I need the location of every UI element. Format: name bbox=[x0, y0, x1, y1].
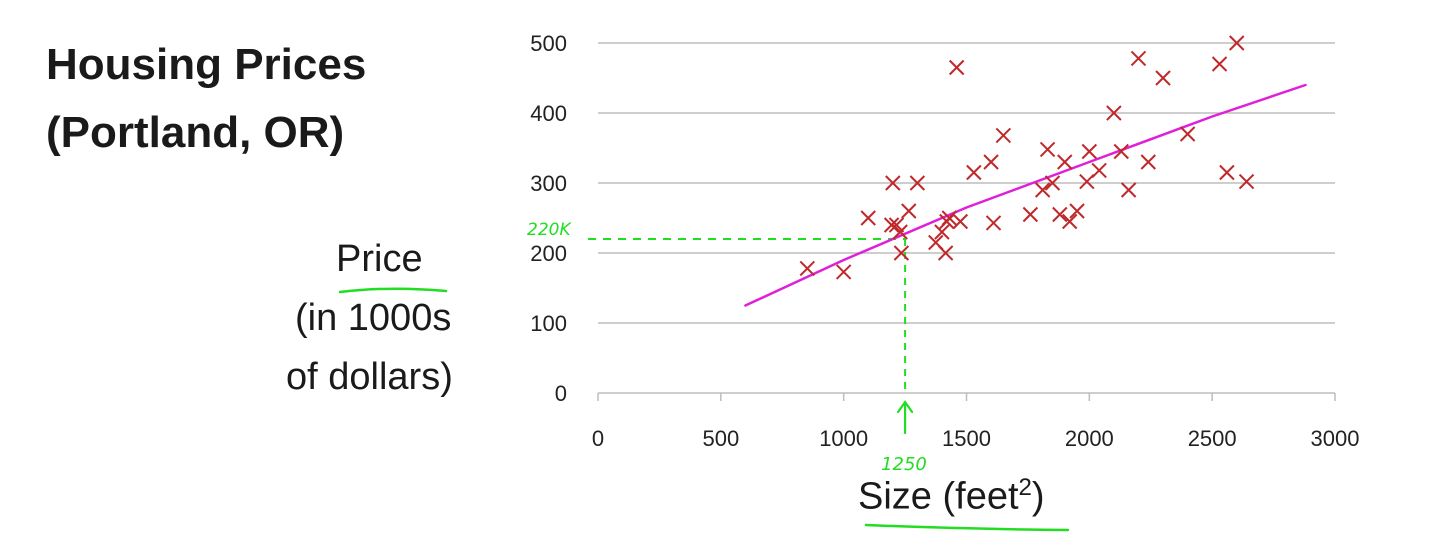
data-point bbox=[941, 210, 958, 226]
data-point bbox=[799, 260, 816, 277]
data-point bbox=[835, 264, 852, 280]
data-point bbox=[1069, 203, 1085, 219]
size-annotation-label: 1250 bbox=[881, 454, 927, 475]
chart-title-line1: Housing Prices bbox=[46, 40, 367, 89]
data-point bbox=[892, 224, 908, 240]
price-underline bbox=[338, 287, 448, 294]
data-point bbox=[934, 224, 950, 240]
data-point bbox=[1113, 143, 1129, 160]
y-axis-label-line2: (in 1000s bbox=[295, 297, 452, 339]
price-annotation-label: 220K bbox=[527, 220, 572, 240]
data-point bbox=[909, 175, 926, 191]
data-point bbox=[901, 203, 917, 219]
y-tick-label: 300 bbox=[530, 171, 567, 196]
data-point bbox=[1106, 105, 1122, 121]
x-axis-label-superscript: 2 bbox=[1018, 474, 1032, 501]
data-point bbox=[948, 59, 965, 76]
data-point bbox=[1219, 164, 1235, 181]
chart-title-line2: (Portland, OR) bbox=[46, 108, 345, 157]
data-point bbox=[1044, 175, 1061, 191]
data-point bbox=[1229, 35, 1245, 51]
data-point bbox=[893, 245, 910, 261]
y-tick-label: 100 bbox=[530, 311, 567, 336]
y-tick-label: 0 bbox=[555, 381, 567, 406]
x-tick-label: 500 bbox=[702, 426, 739, 451]
data-point bbox=[983, 154, 999, 170]
data-point bbox=[1057, 154, 1073, 170]
data-point bbox=[1091, 162, 1107, 179]
data-point bbox=[966, 164, 982, 181]
x-axis-label: Size (feet2) bbox=[858, 474, 1045, 519]
data-point bbox=[1155, 70, 1171, 86]
x-tick-label: 1000 bbox=[819, 426, 868, 451]
data-point bbox=[952, 213, 969, 230]
y-tick-label: 200 bbox=[530, 241, 567, 266]
data-point bbox=[985, 215, 1002, 231]
data-point bbox=[1120, 182, 1137, 198]
data-point bbox=[1034, 182, 1051, 198]
y-tick-label: 500 bbox=[530, 31, 567, 56]
y-axis-label-line3: of dollars) bbox=[286, 356, 453, 398]
x-axis-label-main: Size (feet bbox=[858, 475, 1019, 518]
data-point bbox=[1140, 154, 1156, 170]
data-point bbox=[1061, 213, 1078, 230]
y-tick-label: 400 bbox=[530, 101, 567, 126]
y-axis-label-line1: Price bbox=[336, 238, 423, 280]
size-underline bbox=[864, 523, 1070, 532]
x-axis-label-close: ) bbox=[1031, 475, 1045, 518]
data-point bbox=[1052, 206, 1068, 223]
x-tick-label: 2000 bbox=[1065, 426, 1114, 451]
size-arrow bbox=[896, 400, 914, 435]
x-tick-label: 1500 bbox=[942, 426, 991, 451]
data-point bbox=[1211, 56, 1228, 72]
data-point bbox=[885, 175, 901, 191]
data-point bbox=[937, 245, 954, 261]
data-point bbox=[1022, 206, 1039, 223]
data-point bbox=[1079, 173, 1095, 190]
data-point bbox=[883, 217, 900, 233]
data-point bbox=[1238, 173, 1255, 190]
data-point bbox=[995, 127, 1012, 144]
x-tick-label: 3000 bbox=[1311, 426, 1360, 451]
data-point bbox=[1081, 143, 1098, 160]
data-point bbox=[1130, 50, 1147, 67]
fit-line bbox=[744, 83, 1307, 307]
data-point bbox=[1179, 126, 1196, 142]
data-point bbox=[860, 210, 876, 226]
x-tick-label: 2500 bbox=[1188, 426, 1237, 451]
x-tick-label: 0 bbox=[592, 426, 604, 451]
data-point bbox=[1039, 141, 1056, 158]
